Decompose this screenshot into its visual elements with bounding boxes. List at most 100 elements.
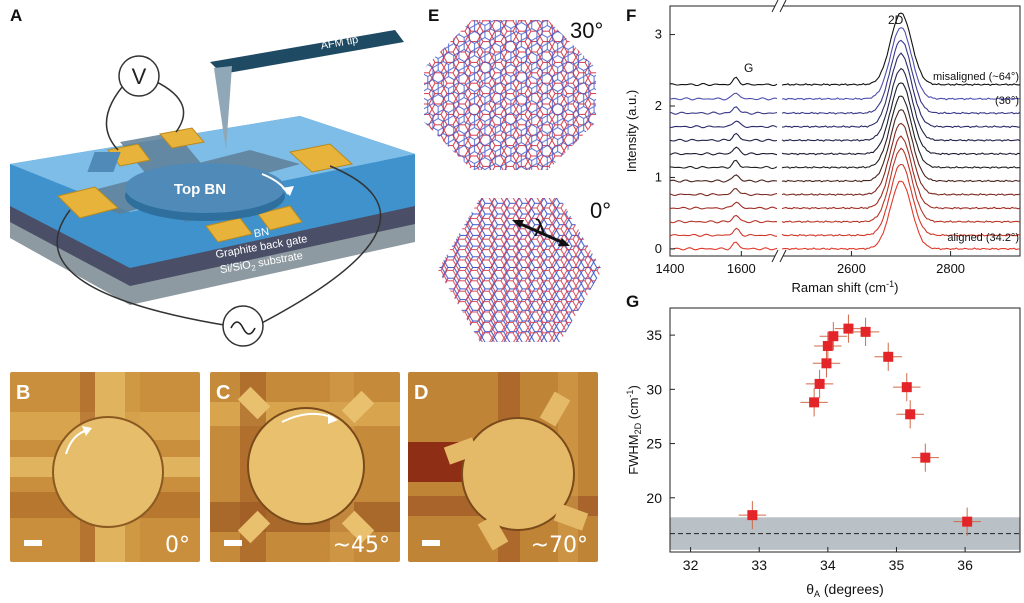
raman-series-line — [669, 146, 778, 156]
raman-series-line — [669, 227, 778, 237]
panel-label-g: G — [626, 292, 640, 311]
raman-series-line — [781, 163, 1021, 237]
raman-series-line — [781, 52, 1021, 129]
peak-g-label: G — [744, 61, 753, 75]
y-tick-label: 25 — [646, 436, 662, 452]
data-point — [883, 351, 894, 362]
raman-xlabel: Raman shift (cm-1) — [792, 279, 899, 295]
raman-series-line — [781, 147, 1021, 224]
x-tick-label: 2800 — [936, 261, 965, 276]
gold-contact — [57, 186, 120, 219]
fwhm-chart: 32 33 34 35 36 20 25 30 35 FWHM2D (cm-1) θA (deg… — [625, 307, 1021, 599]
aligned-label: aligned (34.2°) — [947, 232, 1019, 244]
raman-ylabel: Intensity (a.u.) — [624, 90, 639, 172]
data-point — [814, 378, 825, 389]
y-tick-label: 1 — [655, 169, 662, 184]
panel-label-a: A — [10, 6, 23, 25]
raman-series-line — [781, 12, 1021, 87]
raman-series-line — [669, 120, 778, 129]
gold-contact — [159, 127, 205, 149]
data-point — [962, 516, 973, 527]
raman-series-line — [781, 39, 1021, 115]
gold-contact — [288, 143, 354, 173]
y-tick-label: 3 — [655, 27, 662, 42]
x-tick-label: 33 — [751, 557, 767, 573]
bn-layer-label: BN — [253, 226, 270, 240]
afm-angle-b: 0° — [165, 533, 190, 558]
raman-chart: 1400 1600 2600 2800 0 1 2 3 G 2D misaligned (~6… — [624, 0, 1021, 295]
panel-label-d: D — [414, 382, 429, 404]
data-point — [843, 323, 854, 334]
fwhm-xlabel: θA (degrees) — [806, 581, 884, 599]
raman-series-line — [781, 67, 1021, 142]
raman-series-line — [669, 92, 778, 101]
y-tick-label: 2 — [655, 98, 662, 113]
lambda-label: λ — [534, 215, 546, 242]
voltmeter-label: V — [132, 64, 147, 89]
data-point — [901, 382, 912, 393]
afm-cantilever — [210, 30, 404, 74]
gold-contact — [257, 205, 303, 231]
panel-label-f: F — [626, 6, 637, 25]
afm-image-d: D ~70° — [408, 372, 598, 562]
afm-angle-c: ~45° — [332, 533, 390, 558]
data-point — [747, 510, 758, 521]
moire-30-pattern — [424, 20, 596, 170]
moire-0-pattern — [438, 198, 602, 342]
data-point — [860, 326, 871, 337]
top-bn-label: Top BN — [174, 181, 226, 198]
x-tick-label: 36 — [957, 557, 973, 573]
panel-label-e: E — [428, 6, 440, 25]
x-tick-label: 1600 — [727, 261, 756, 276]
scale-bar — [224, 540, 242, 546]
ac-source-icon — [222, 305, 264, 347]
x-tick-label: 32 — [683, 557, 699, 573]
raman-series-line — [669, 214, 778, 224]
data-point — [809, 397, 820, 408]
gold-contact — [205, 217, 253, 243]
panel-label-c: C — [216, 382, 231, 404]
scale-bar — [24, 540, 42, 546]
moire-panel: 30° 0° λ — [424, 18, 611, 342]
top-bn-disc — [125, 163, 285, 213]
raman-series-line — [781, 95, 1021, 169]
raman-series-line — [781, 82, 1021, 156]
raman-series-line — [669, 201, 778, 210]
raman-series-line — [669, 241, 778, 251]
data-point — [905, 409, 916, 420]
raman-series-line — [781, 180, 1021, 251]
x-tick-label: 1400 — [656, 261, 685, 276]
data-point — [822, 340, 833, 351]
y-tick-label: 35 — [646, 327, 662, 343]
x-tick-label: 35 — [889, 557, 905, 573]
raman-series-line — [781, 27, 1021, 101]
raman-series-line — [669, 132, 778, 142]
raman-series-line — [781, 122, 1021, 197]
afm-angle-d: ~70° — [530, 533, 588, 558]
voltmeter-icon — [118, 55, 160, 97]
x-tick-label: 34 — [820, 557, 836, 573]
data-point — [828, 331, 839, 342]
raman-series-line — [669, 159, 778, 170]
angle-36-label: (36°) — [995, 95, 1019, 107]
data-point — [821, 358, 832, 369]
device-schematic: Top BN AFM tip V BN Graphite back gate S… — [10, 30, 415, 347]
fwhm-ylabel: FWHM2D (cm-1) — [625, 385, 643, 475]
moire-angle-0: 0° — [590, 198, 611, 223]
afm-image-b: B 0° — [10, 372, 200, 562]
scale-bar — [422, 540, 440, 546]
afm-tip-icon — [214, 66, 232, 150]
data-point — [920, 452, 931, 463]
raman-series-line — [781, 135, 1021, 210]
afm-image-c: C ~45° — [210, 372, 400, 562]
moire-angle-30: 30° — [570, 18, 603, 43]
raman-series-line — [669, 188, 778, 197]
peak-2d-label: 2D — [888, 13, 904, 27]
x-tick-label: 2600 — [837, 261, 866, 276]
y-tick-label: 20 — [646, 490, 662, 506]
raman-series-line — [669, 174, 778, 183]
raman-series-line — [669, 106, 778, 115]
raman-series-line — [781, 109, 1021, 183]
panel-label-b: B — [16, 382, 31, 404]
raman-series-line — [669, 76, 778, 87]
